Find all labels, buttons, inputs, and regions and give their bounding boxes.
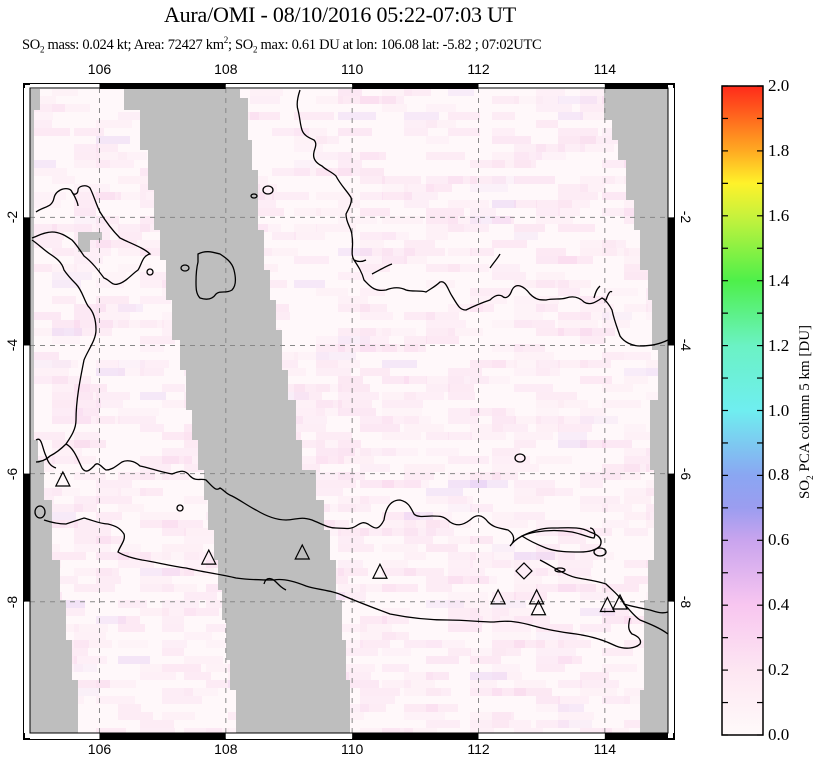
coastlines <box>31 89 668 649</box>
y-tick-label: -6 <box>678 467 694 480</box>
graticule <box>30 88 668 733</box>
frame-tick-bars <box>24 84 674 739</box>
no-data-gray-block-small <box>78 232 102 252</box>
colorbar-tick-label: 1.4 <box>768 270 790 290</box>
volcano-icon <box>599 596 616 613</box>
diamond-icon <box>515 562 533 580</box>
colorbar-tick-label: 0.0 <box>768 725 790 744</box>
volcano-icon <box>54 470 71 487</box>
colorbar-tick-label: 1.6 <box>768 205 790 225</box>
x-tick-label: 114 <box>593 61 616 77</box>
colorbar <box>721 85 764 736</box>
coast-east-java-east <box>539 559 668 635</box>
so2-max-marker <box>515 562 533 580</box>
no-data-swath-gap-middle <box>124 88 350 733</box>
colorbar-tick-label: 1.8 <box>768 140 790 160</box>
volcano-icon <box>612 593 628 610</box>
colorbar-tick-label: 1.2 <box>768 335 790 355</box>
coast-borneo <box>296 89 668 347</box>
x-tick-label: 110 <box>340 741 364 757</box>
coast-madura <box>520 527 602 553</box>
y-tick-label: -2 <box>4 211 20 224</box>
coast-java-south <box>43 517 642 649</box>
no-data-right-edge <box>604 88 668 733</box>
volcano-icon <box>200 548 217 565</box>
volcano-icon <box>294 543 311 560</box>
colorbar-tick-label: 0.6 <box>768 530 790 550</box>
x-tick-label: 114 <box>593 741 616 757</box>
colorbar-title: SO2 PCA column 5 km [DU] <box>797 324 815 500</box>
y-tick-label: -2 <box>678 211 694 224</box>
volcano-icon <box>530 599 547 616</box>
x-tick-label: 112 <box>467 741 490 757</box>
colorbar-ticks <box>722 85 763 736</box>
colorbar-tick-label: 0.2 <box>768 660 790 680</box>
colorbar-tick-label: 1.0 <box>768 400 790 420</box>
plot-border <box>29 87 669 734</box>
y-tick-label: -6 <box>4 467 20 480</box>
x-tick-label: 110 <box>340 61 364 77</box>
x-tick-label: 108 <box>214 741 238 757</box>
map-title: Aura/OMI - 08/10/2016 05:22-07:03 UT <box>163 2 517 27</box>
x-tick-label: 106 <box>87 61 112 77</box>
y-tick-label: -4 <box>678 339 694 352</box>
coast-bangka <box>195 251 236 300</box>
y-tick-label: -8 <box>678 595 694 608</box>
x-tick-label: 106 <box>87 741 112 757</box>
no-data-left-edge <box>30 88 78 733</box>
volcano-markers <box>54 470 628 616</box>
x-tick-label: 112 <box>467 61 490 77</box>
x-tick-label: 108 <box>214 61 238 77</box>
coast-sumatra <box>31 185 152 286</box>
y-tick-label: -4 <box>4 339 20 352</box>
colorbar-tick-label: 0.8 <box>768 465 790 485</box>
colorbar-tick-label: 0.4 <box>768 595 790 615</box>
map-subtitle: SO2 mass: 0.024 kt; Area: 72427 km2; SO2… <box>22 35 542 55</box>
volcano-icon <box>371 562 388 579</box>
y-tick-label: -8 <box>4 595 20 608</box>
volcano-icon <box>490 588 507 605</box>
colorbar-tick-label: 2.0 <box>768 76 790 95</box>
